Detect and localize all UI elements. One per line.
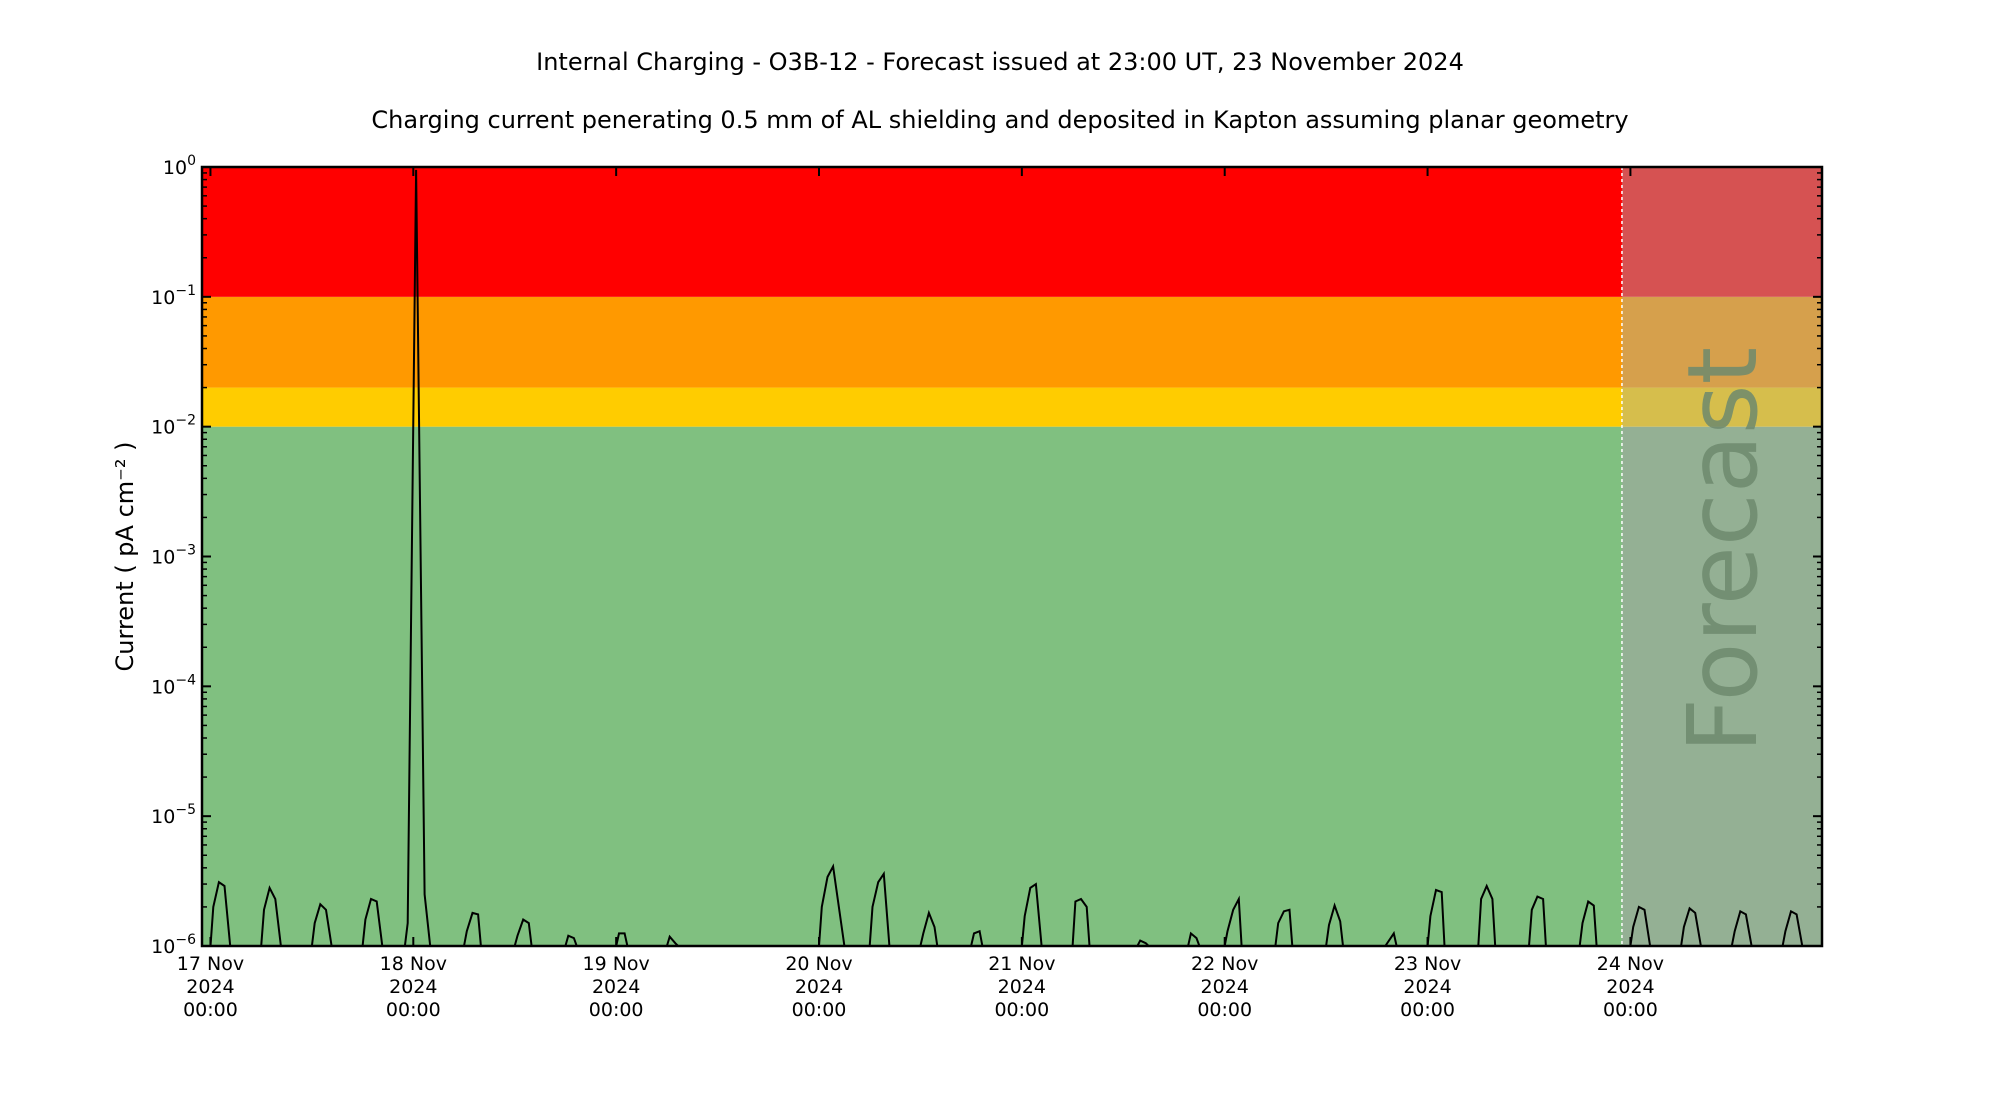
- threshold-band-0: [202, 426, 1622, 947]
- y-tick-label: 10−4: [151, 672, 196, 698]
- forecast-bands: [1621, 167, 1822, 947]
- chart-title: Internal Charging - O3B-12 - Forecast is…: [536, 48, 1464, 76]
- x-tick-label: 2024: [1403, 976, 1451, 998]
- x-tick-label: 19 Nov: [583, 953, 650, 975]
- x-tick-label: 18 Nov: [380, 953, 447, 975]
- x-tick-label: 00:00: [589, 999, 644, 1021]
- threshold-band-2: [202, 296, 1622, 388]
- chart-subtitle: Charging current penerating 0.5 mm of AL…: [371, 106, 1629, 134]
- forecast-band-3: [1621, 167, 1822, 297]
- x-tick-label: 2024: [592, 976, 640, 998]
- forecast-band-2: [1621, 296, 1822, 388]
- x-tick-label: 2024: [1606, 976, 1654, 998]
- y-tick-label: 10−2: [151, 413, 196, 439]
- y-tick-label: 10−6: [151, 932, 196, 958]
- x-tick-label: 20 Nov: [785, 953, 852, 975]
- y-tick-label: 10−1: [151, 283, 196, 309]
- threshold-band-3: [202, 167, 1622, 297]
- x-tick-label: 2024: [186, 976, 234, 998]
- threshold-bands: [202, 167, 1622, 947]
- x-tick-label: 2024: [1201, 976, 1249, 998]
- x-tick-label: 00:00: [386, 999, 441, 1021]
- y-axis-label: Current ( pA cm⁻² ): [111, 442, 139, 672]
- x-tick-label: 21 Nov: [988, 953, 1055, 975]
- x-tick-label: 2024: [389, 976, 437, 998]
- x-tick-label: 24 Nov: [1597, 953, 1664, 975]
- forecast-label: Forecast: [1667, 347, 1779, 753]
- x-tick-label: 00:00: [1400, 999, 1455, 1021]
- y-tick-label: 10−3: [151, 543, 196, 569]
- x-tick-label: 23 Nov: [1394, 953, 1461, 975]
- x-tick-label: 00:00: [792, 999, 847, 1021]
- x-tick-label: 17 Nov: [177, 953, 244, 975]
- x-tick-label: 00:00: [1603, 999, 1658, 1021]
- forecast-band-0: [1621, 426, 1822, 947]
- y-tick-label: 100: [163, 153, 196, 179]
- y-axis: 10−6 10−5 10−4 10−3 10−2 10−1 100: [151, 153, 1822, 958]
- x-tick-label: 22 Nov: [1191, 953, 1258, 975]
- x-tick-label: 2024: [998, 976, 1046, 998]
- y-tick-label: 10−5: [151, 802, 196, 828]
- x-tick-label: 00:00: [183, 999, 238, 1021]
- x-tick-label: 00:00: [994, 999, 1049, 1021]
- forecast-band-1: [1621, 387, 1822, 427]
- x-tick-label: 2024: [795, 976, 843, 998]
- x-tick-label: 00:00: [1197, 999, 1252, 1021]
- threshold-band-1: [202, 387, 1622, 427]
